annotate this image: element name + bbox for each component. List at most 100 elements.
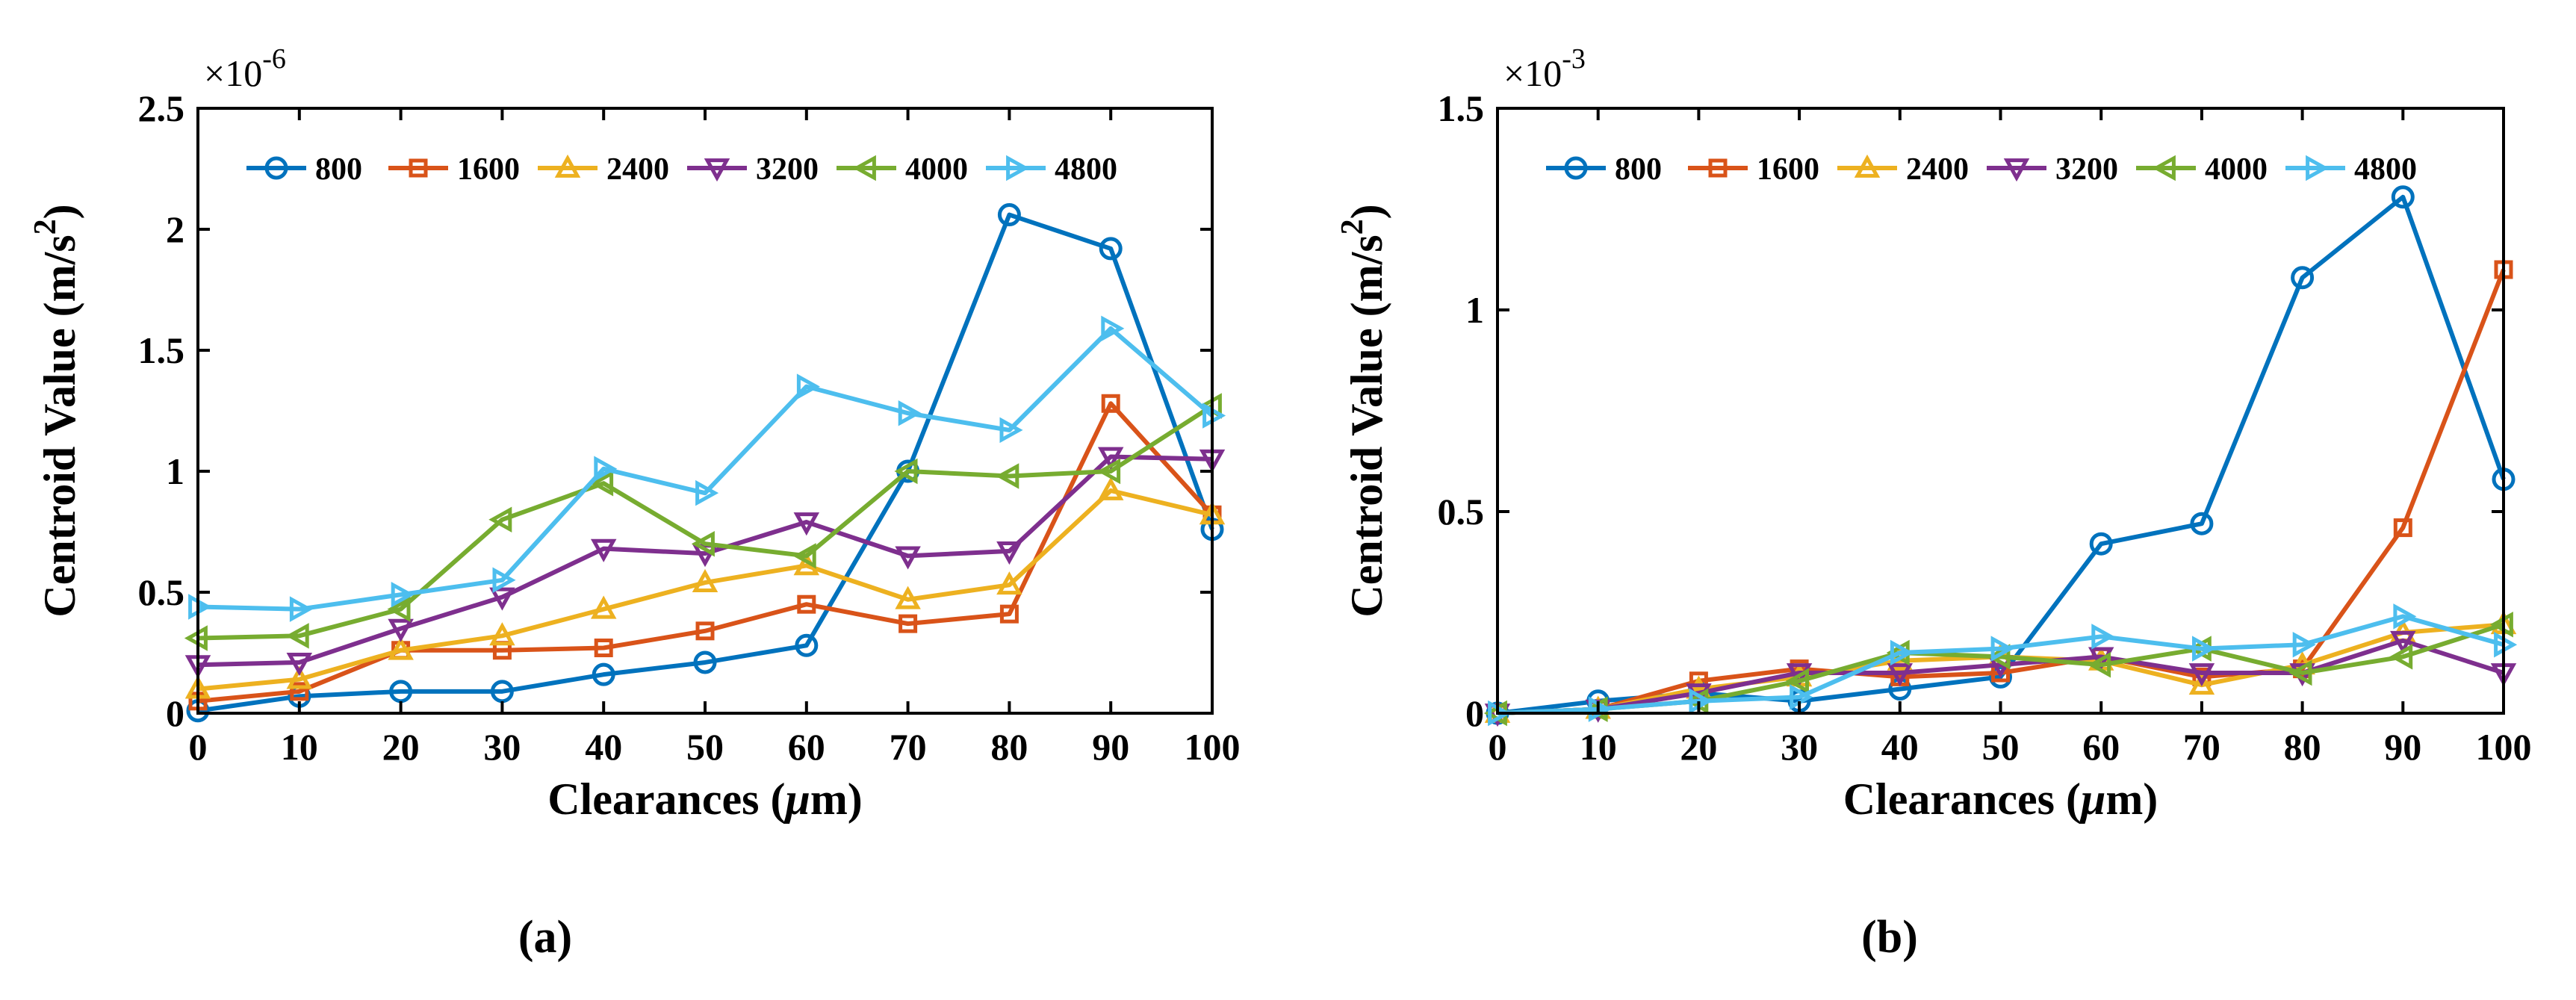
y-tick-label: 1: [166, 450, 184, 492]
y-tick-label: 0: [1465, 692, 1484, 734]
series-line-1600: [197, 401, 1214, 704]
data-point-3200-90: [2390, 630, 2416, 654]
data-point-4000-40: [590, 470, 614, 497]
data-point-4800-90: [2393, 603, 2417, 630]
data-point-1600-60: [797, 594, 816, 614]
data-point-800-20: [389, 680, 413, 704]
x-tick-label: 40: [1881, 726, 1919, 768]
data-point-4000-10: [285, 623, 309, 649]
series-line-3200: [1497, 638, 2504, 715]
series-line-800: [197, 212, 1214, 713]
data-point-1600-40: [594, 639, 613, 658]
series-line-4800: [1497, 614, 2504, 715]
data-point-4800-20: [391, 581, 415, 608]
legend-marker-3200: [704, 158, 730, 182]
panel-label-b: (b): [1861, 912, 1918, 963]
data-point-4800-10: [289, 596, 313, 622]
x-tick-label: 30: [1781, 726, 1818, 768]
x-tick-label: 0: [1489, 726, 1507, 768]
legend-label-4000: 4000: [2205, 152, 2268, 187]
data-point-800-50: [693, 650, 717, 674]
data-point-3200-20: [388, 618, 414, 642]
data-point-4800-50: [695, 479, 719, 506]
data-point-3200-70: [2188, 663, 2215, 687]
data-point-4000-30: [1785, 668, 1809, 695]
legend-label-3200: 3200: [2055, 152, 2118, 187]
data-point-4800-30: [492, 567, 516, 594]
x-tick-label: 90: [2384, 726, 2421, 768]
data-point-2400-30: [489, 622, 515, 646]
data-point-4800-80: [2292, 631, 2316, 658]
chart-panel-a: 0 10 20 30 40 50 60 70 80 90 100 0 0.5 1 1.5 2 2.5 ×10-6 C…: [28, 43, 1241, 824]
legend-label-2400: 2400: [1906, 152, 1969, 187]
data-point-4000-50: [691, 530, 715, 557]
x-tick-label: 0: [189, 726, 208, 768]
data-point-2400-70: [2188, 671, 2215, 695]
legend-marker-4800: [2306, 155, 2330, 181]
data-point-3200-40: [1887, 663, 1914, 687]
data-point-2400-40: [590, 595, 617, 619]
legend-marker-800: [1564, 156, 1588, 180]
data-point-4800-60: [2091, 624, 2115, 650]
x-tick-label: 100: [1185, 726, 1241, 768]
legend-label-4800: 4800: [2354, 152, 2417, 187]
x-tick-label: 50: [1982, 726, 2020, 768]
x-tick-label: 80: [2284, 726, 2321, 768]
data-point-800-90: [2391, 185, 2415, 209]
y-tick-label: 0.5: [138, 571, 185, 613]
legend-label-3200: 3200: [756, 152, 819, 187]
data-point-4000-60: [792, 543, 816, 569]
y-tick-label: 1: [1465, 289, 1484, 331]
x-tick-label: 50: [686, 726, 724, 768]
panel-label-a: (a): [518, 912, 572, 963]
legend-label-1600: 1600: [457, 152, 520, 187]
legend-marker-2400: [1854, 154, 1881, 178]
legend-marker-4000: [852, 155, 876, 181]
data-point-4800-60: [796, 373, 820, 400]
data-point-2400-70: [895, 586, 921, 609]
data-point-4000-70: [894, 458, 918, 485]
series-line-4000: [197, 403, 1214, 641]
legend-marker-4800: [1006, 155, 1030, 181]
x-tick-label: 70: [2183, 726, 2220, 768]
data-point-4000-80: [996, 463, 1019, 489]
data-point-3200-30: [489, 587, 515, 611]
data-point-3200-60: [793, 512, 820, 536]
series-line-3200: [197, 454, 1213, 668]
legend-marker-3200: [2003, 158, 2030, 182]
data-point-2400-50: [692, 568, 719, 592]
legend-marker-1600: [1708, 158, 1728, 178]
legend-label-4000: 4000: [905, 152, 968, 187]
y-tick-label: 0.5: [1438, 491, 1485, 532]
data-point-4000-90: [2389, 644, 2413, 670]
data-point-3200-40: [590, 538, 617, 562]
data-point-800-60: [795, 633, 819, 657]
y-tick-label: 2.5: [138, 87, 185, 129]
data-point-3200-70: [895, 546, 921, 570]
legend-marker-4000: [2152, 155, 2176, 181]
legend-label-2400: 2400: [606, 152, 669, 187]
data-point-800-80: [2291, 266, 2315, 290]
data-point-1600-50: [695, 621, 715, 641]
data-point-4000-80: [2288, 659, 2312, 686]
x-axis-label: Clearances (μm): [1843, 774, 2158, 824]
series-line-4800: [197, 326, 1214, 612]
data-point-2400-10: [286, 665, 313, 689]
data-point-2400-80: [996, 571, 1022, 595]
data-point-4800-90: [1101, 315, 1125, 342]
legend-label-800: 800: [1615, 152, 1662, 187]
data-point-1600-70: [899, 614, 918, 633]
x-tick-label: 20: [1680, 726, 1717, 768]
x-tick-label: 90: [1092, 726, 1129, 768]
data-point-800-40: [592, 662, 615, 686]
data-point-2400-20: [388, 636, 414, 660]
chart-panel-b: 0 10 20 30 40 50 60 70 80 90 100 0 0.5 1 1.5 ×10-3 Clear…: [1335, 43, 2532, 824]
series-line-2400: [197, 488, 1213, 692]
data-point-3200-10: [286, 653, 313, 677]
y-tick-label: 1.5: [1438, 87, 1485, 129]
x-tick-label: 10: [281, 726, 318, 768]
data-point-4800-40: [594, 456, 618, 482]
data-point-4800-70: [898, 400, 922, 426]
y-tick-label: 0: [166, 692, 184, 734]
